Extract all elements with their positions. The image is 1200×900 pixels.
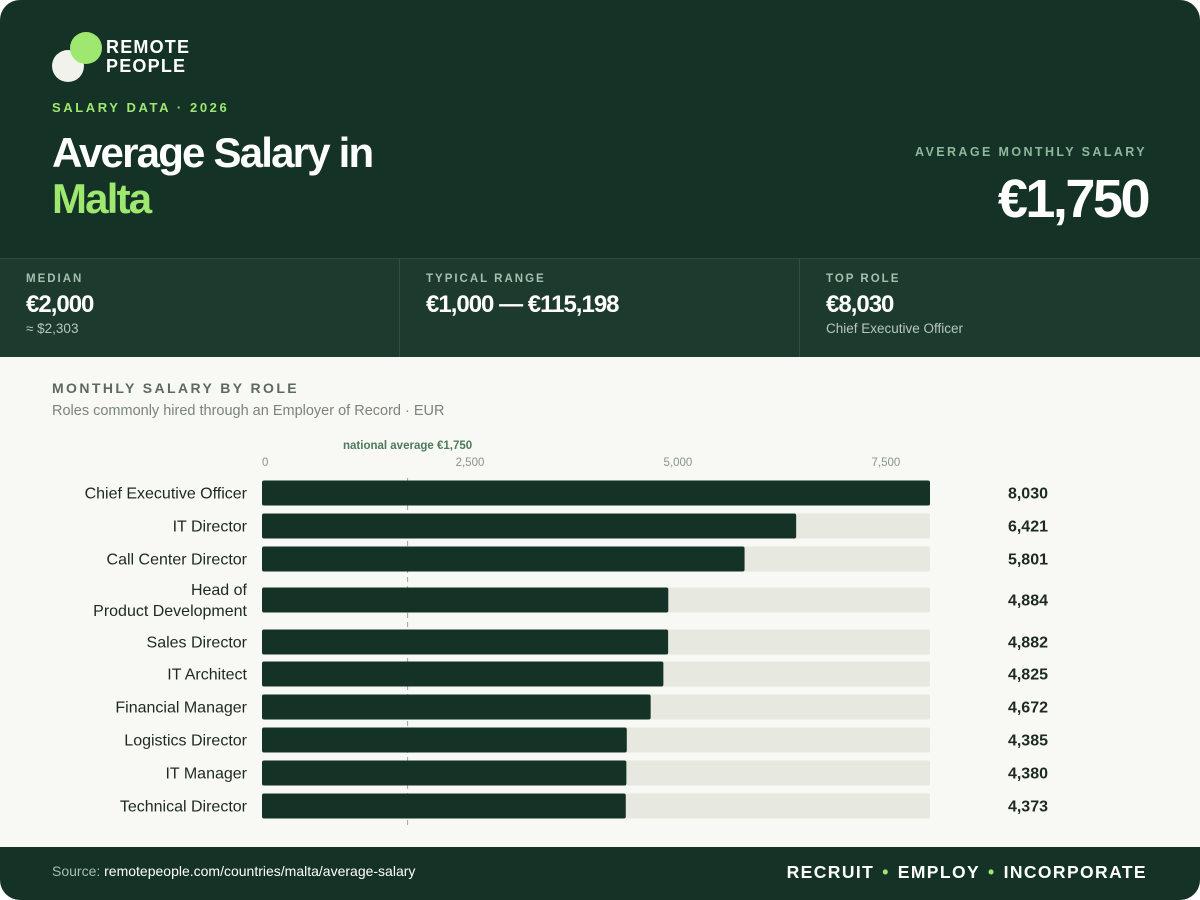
chart-title: MONTHLY SALARY BY ROLE bbox=[52, 380, 300, 396]
stat-sub: ≈ $2,303 bbox=[26, 321, 79, 336]
category-label: IT Architect bbox=[167, 667, 247, 684]
salary-bar-chart: 0 2,500 5,000 7,500 national average €1,750 C… bbox=[85, 440, 1048, 828]
bar bbox=[262, 546, 745, 572]
national-average-label: national average €1,750 bbox=[343, 440, 472, 452]
category-label: Sales Director bbox=[147, 635, 248, 652]
value-label: 4,884 bbox=[1008, 593, 1048, 610]
tagline: RECRUIT • EMPLOY • INCORPORATE bbox=[787, 862, 1147, 883]
stat-median: MEDIAN €2,000 ≈ $2,303 bbox=[0, 259, 400, 357]
value-label: 4,882 bbox=[1008, 635, 1048, 652]
stat-typical-range: TYPICAL RANGE €1,000 — €115,198 bbox=[399, 259, 800, 357]
brand-mark-icon bbox=[52, 32, 102, 82]
bar bbox=[262, 629, 669, 655]
category-label: Technical Director bbox=[120, 799, 248, 816]
value-label: 4,373 bbox=[1008, 799, 1048, 816]
tagline-separator: • bbox=[882, 862, 890, 882]
x-tick-label: 2,500 bbox=[456, 457, 485, 469]
category-label: IT Director bbox=[173, 519, 248, 536]
bar bbox=[262, 513, 797, 539]
x-tick-label: 7,500 bbox=[872, 457, 901, 469]
stat-top-role: TOP ROLE €8,030 Chief Executive Officer bbox=[799, 259, 1200, 357]
value-label: 6,421 bbox=[1008, 519, 1048, 536]
stat-label: TOP ROLE bbox=[826, 273, 901, 285]
source-note: Source: remotepeople.com/countries/malta… bbox=[52, 863, 415, 879]
source-link[interactable]: remotepeople.com/countries/malta/average… bbox=[104, 863, 416, 879]
value-label: 5,801 bbox=[1008, 552, 1048, 569]
stat-sub: Chief Executive Officer bbox=[826, 321, 964, 336]
category-label: Logistics Director bbox=[124, 733, 247, 750]
bar bbox=[262, 661, 664, 687]
bar bbox=[262, 760, 627, 786]
category-label: Chief Executive Officer bbox=[85, 486, 248, 503]
category-label: Financial Manager bbox=[115, 700, 247, 717]
chart-subtitle: Roles commonly hired through an Employer… bbox=[52, 403, 445, 419]
brand-line-2: PEOPLE bbox=[106, 56, 187, 76]
stat-label: MEDIAN bbox=[26, 273, 84, 285]
footer: Source: remotepeople.com/countries/malta… bbox=[0, 847, 1200, 900]
hero-label: AVERAGE MONTHLY SALARY bbox=[915, 145, 1147, 159]
value-label: 4,672 bbox=[1008, 700, 1048, 717]
header: REMOTE PEOPLE SALARY DATA · 2026 Average… bbox=[0, 0, 1200, 258]
stat-value: €8,030 bbox=[826, 291, 894, 318]
brand-wordmark: REMOTE PEOPLE bbox=[106, 38, 190, 76]
category-label: Call Center Director bbox=[107, 552, 248, 569]
hero-value: €1,750 bbox=[997, 169, 1151, 229]
value-label: 4,825 bbox=[1008, 667, 1048, 684]
title-country: Malta bbox=[52, 175, 152, 222]
brand-logo: REMOTE PEOPLE bbox=[52, 32, 212, 84]
category-label: Head of Product Development bbox=[93, 582, 247, 620]
tagline-item: RECRUIT bbox=[786, 862, 875, 882]
bar bbox=[262, 480, 930, 506]
bar bbox=[262, 694, 651, 720]
bar bbox=[262, 587, 669, 613]
page-title: Average Salary in Malta bbox=[52, 129, 374, 222]
tagline-separator: • bbox=[988, 862, 996, 882]
brand-line-1: REMOTE bbox=[106, 37, 191, 57]
stat-label: TYPICAL RANGE bbox=[426, 273, 546, 285]
tagline-item: INCORPORATE bbox=[1003, 862, 1147, 882]
bar bbox=[262, 727, 627, 753]
value-label: 4,385 bbox=[1008, 733, 1048, 750]
eyebrow: SALARY DATA · 2026 bbox=[52, 100, 230, 115]
source-prefix: Source: bbox=[52, 863, 101, 879]
stat-value: €1,000 — €115,198 bbox=[426, 291, 620, 318]
tagline-item: EMPLOY bbox=[897, 862, 981, 882]
value-label: 4,380 bbox=[1008, 766, 1048, 783]
title-line: Average Salary in bbox=[52, 129, 374, 176]
stats-bar: MEDIAN €2,000 ≈ $2,303 TYPICAL RANGE €1,… bbox=[0, 258, 1200, 357]
x-tick-label: 5,000 bbox=[664, 457, 693, 469]
x-tick-label: 0 bbox=[262, 457, 268, 469]
stat-value: €2,000 bbox=[26, 291, 94, 318]
category-label: IT Manager bbox=[165, 766, 247, 783]
bar bbox=[262, 793, 626, 819]
value-label: 8,030 bbox=[1008, 486, 1048, 503]
